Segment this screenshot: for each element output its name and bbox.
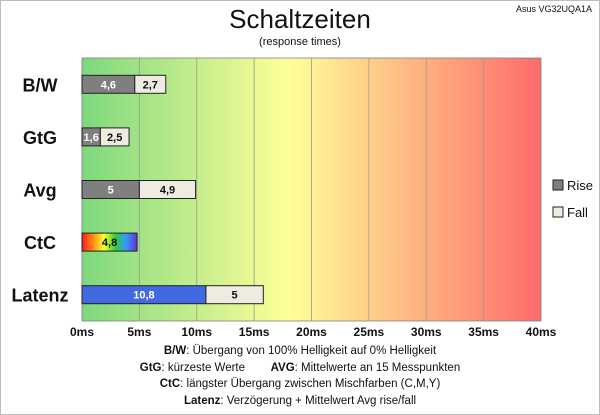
note-key: CtC	[159, 378, 181, 390]
category-label: Latenz	[11, 286, 68, 306]
bar-fall-label: 2,7	[143, 79, 158, 91]
x-tick-label: 15ms	[239, 325, 270, 339]
legend-label: Rise	[567, 178, 593, 193]
bar-rise-label: 4,6	[101, 79, 116, 91]
x-tick-label: 0ms	[70, 325, 94, 339]
bar-fall	[134, 74, 167, 94]
bar-fall	[205, 285, 264, 305]
x-tick-label: 10ms	[181, 325, 212, 339]
note-text: : Übergang von 100% Helligkeit auf 0% He…	[186, 345, 437, 357]
bar-fall-label: 2,5	[107, 132, 122, 144]
chart-notes: B/W: Übergang von 100% Helligkeit auf 0%…	[0, 343, 600, 409]
chart-subtitle: (response times)	[259, 36, 341, 48]
x-tick-label: 35ms	[468, 325, 499, 339]
bar-fall	[99, 127, 130, 147]
bar-rise-label: 5	[108, 185, 114, 197]
category-label: GtG	[23, 128, 57, 148]
note-line: CtC: längster Übergang zwischen Mischfar…	[0, 376, 600, 393]
x-tick-label: 20ms	[296, 325, 327, 339]
category-label: B/W	[23, 75, 58, 95]
x-tick-label: 25ms	[354, 325, 385, 339]
note-line: GtG: kürzeste Werte AVG: Mittelwerte an …	[0, 360, 600, 377]
legend-swatch	[552, 206, 564, 218]
bar-fall-label: 5	[232, 290, 238, 302]
bar-rise-label: 4,8	[102, 237, 117, 249]
chart-title: Schaltzeiten	[229, 4, 371, 34]
legend-label: Fall	[567, 205, 588, 220]
monitor-model: Asus VG32UQA1A	[515, 4, 592, 14]
note-text: : Mittelwerte an 15 Messpunkten	[294, 361, 461, 374]
bar-rise	[81, 232, 138, 252]
note-line: Latenz: Verzögerung + Mittelwert Avg ris…	[0, 393, 600, 410]
bar-rise-label: 10,8	[133, 290, 154, 302]
note-key: Latenz	[183, 394, 221, 407]
category-label: CtC	[24, 233, 56, 253]
x-tick-label: 5ms	[127, 325, 151, 339]
bar-rise-label: 1,6	[84, 132, 99, 144]
bar-fall-label: 4,9	[160, 185, 175, 197]
note-key: GtG	[139, 361, 162, 374]
x-tick-label: 40ms	[526, 325, 557, 339]
note-line: B/W: Übergang von 100% Helligkeit auf 0%…	[0, 343, 600, 360]
category-label: Avg	[23, 181, 56, 201]
x-tick-label: 30ms	[411, 325, 442, 339]
note-key: B/W	[163, 345, 187, 357]
note-text: : kürzeste Werte	[161, 361, 246, 374]
note-key: AVG	[270, 361, 295, 374]
bar-fall	[138, 180, 197, 199]
note-text: : längster Übergang zwischen Mischfarben…	[180, 378, 441, 390]
legend-swatch	[552, 179, 564, 191]
note-text: : Verzögerung + Mittelwert Avg rise/fall	[220, 394, 417, 407]
